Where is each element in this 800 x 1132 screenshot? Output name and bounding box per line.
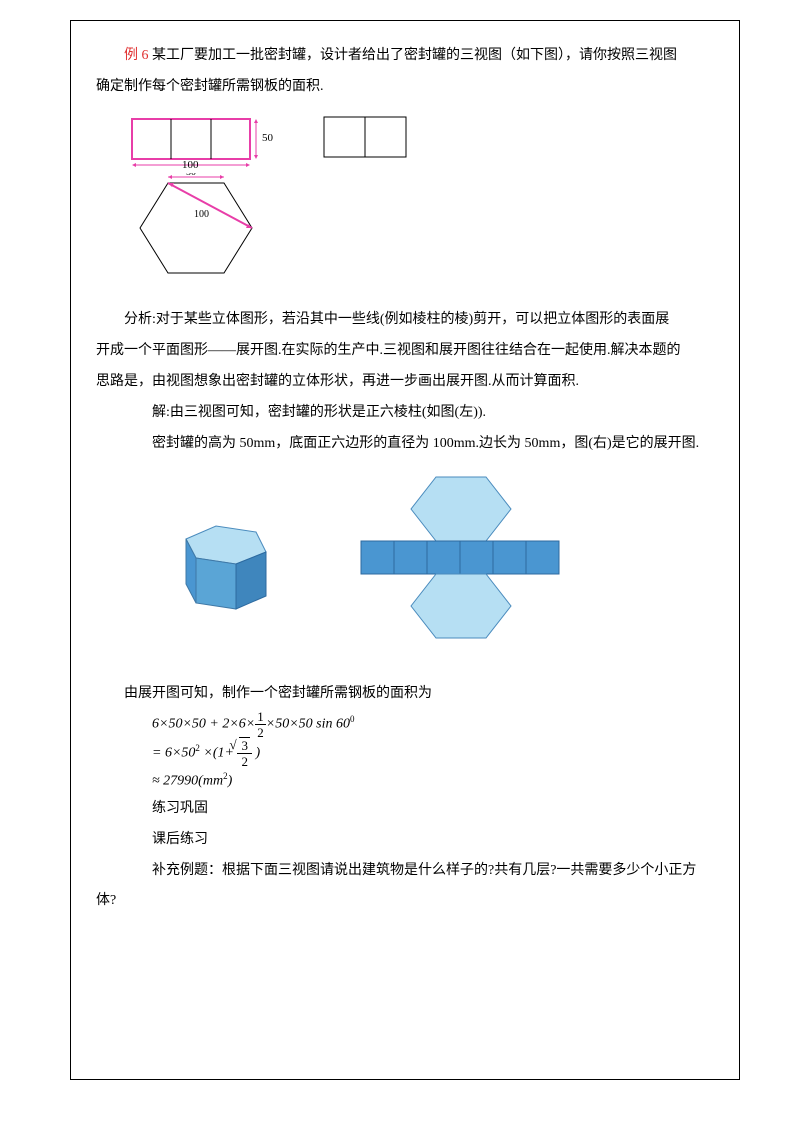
hex-diag-label: 100 — [194, 209, 209, 220]
analysis-label: 分析: — [124, 312, 156, 327]
side-view-svg — [320, 113, 420, 161]
formula-line-3: ≈ 27990(mm2) — [152, 768, 714, 794]
hex-prism-svg — [156, 514, 296, 624]
homework-label: 课后练习 — [96, 825, 714, 856]
top-view-svg: 50 100 — [126, 173, 276, 293]
analysis-line-1: 分析:对于某些立体图形，若沿其中一些线(例如棱柱的棱)剪开，可以把立体图形的表面… — [96, 305, 714, 336]
top-view-wrap: 50 100 — [126, 173, 714, 306]
area-intro: 由展开图可知，制作一个密封罐所需钢板的面积为 — [96, 679, 714, 710]
solid-and-net-row — [156, 469, 714, 669]
formula-line-1: 6×50×50 + 2×6×12×50×50 sin 600 — [152, 710, 714, 739]
analysis-line-3: 思路是，由视图想象出密封罐的立体形状，再进一步画出展开图.从而计算面积. — [96, 367, 714, 398]
hex-edge-label: 50 — [186, 173, 196, 178]
front-height-label: 50 — [262, 132, 274, 144]
problem-line-2: 确定制作每个密封罐所需钢板的面积. — [96, 72, 714, 103]
practice-label: 练习巩固 — [96, 794, 714, 825]
front-width-label: 100 — [182, 159, 199, 169]
example-label: 例 6 — [124, 48, 149, 63]
analysis-line-2: 开成一个平面图形——展开图.在实际的生产中.三视图和展开图往往结合在一起使用.解… — [96, 336, 714, 367]
three-view-row-1: 100 50 — [126, 113, 714, 169]
problem-text-1: 某工厂要加工一批密封罐，设计者给出了密封罐的三视图（如下图），请你按照三视图 — [149, 48, 678, 63]
problem-line-1: 例 6 某工厂要加工一批密封罐，设计者给出了密封罐的三视图（如下图），请你按照三… — [96, 41, 714, 72]
extra-problem: 补充例题：根据下面三视图请说出建筑物是什么样子的?共有几层?一共需要多少个小正方… — [96, 856, 714, 918]
net-svg — [326, 469, 606, 669]
analysis-text-1: 对于某些立体图形，若沿其中一些线(例如棱柱的棱)剪开，可以把立体图形的表面展 — [156, 312, 669, 327]
content-frame: 例 6 某工厂要加工一批密封罐，设计者给出了密封罐的三视图（如下图），请你按照三… — [70, 20, 740, 1080]
front-view-svg: 100 50 — [126, 113, 296, 169]
formula-block: 6×50×50 + 2×6×12×50×50 sin 600 = 6×502 ×… — [152, 710, 714, 794]
formula-line-2: = 6×502 ×(1+ 32 ) — [152, 739, 714, 768]
solution-line-2: 密封罐的高为 50mm，底面正六边形的直径为 100mm.边长为 50mm，图(… — [96, 429, 714, 460]
solution-line-1: 解:由三视图可知，密封罐的形状是正六棱柱(如图(左)). — [96, 398, 714, 429]
